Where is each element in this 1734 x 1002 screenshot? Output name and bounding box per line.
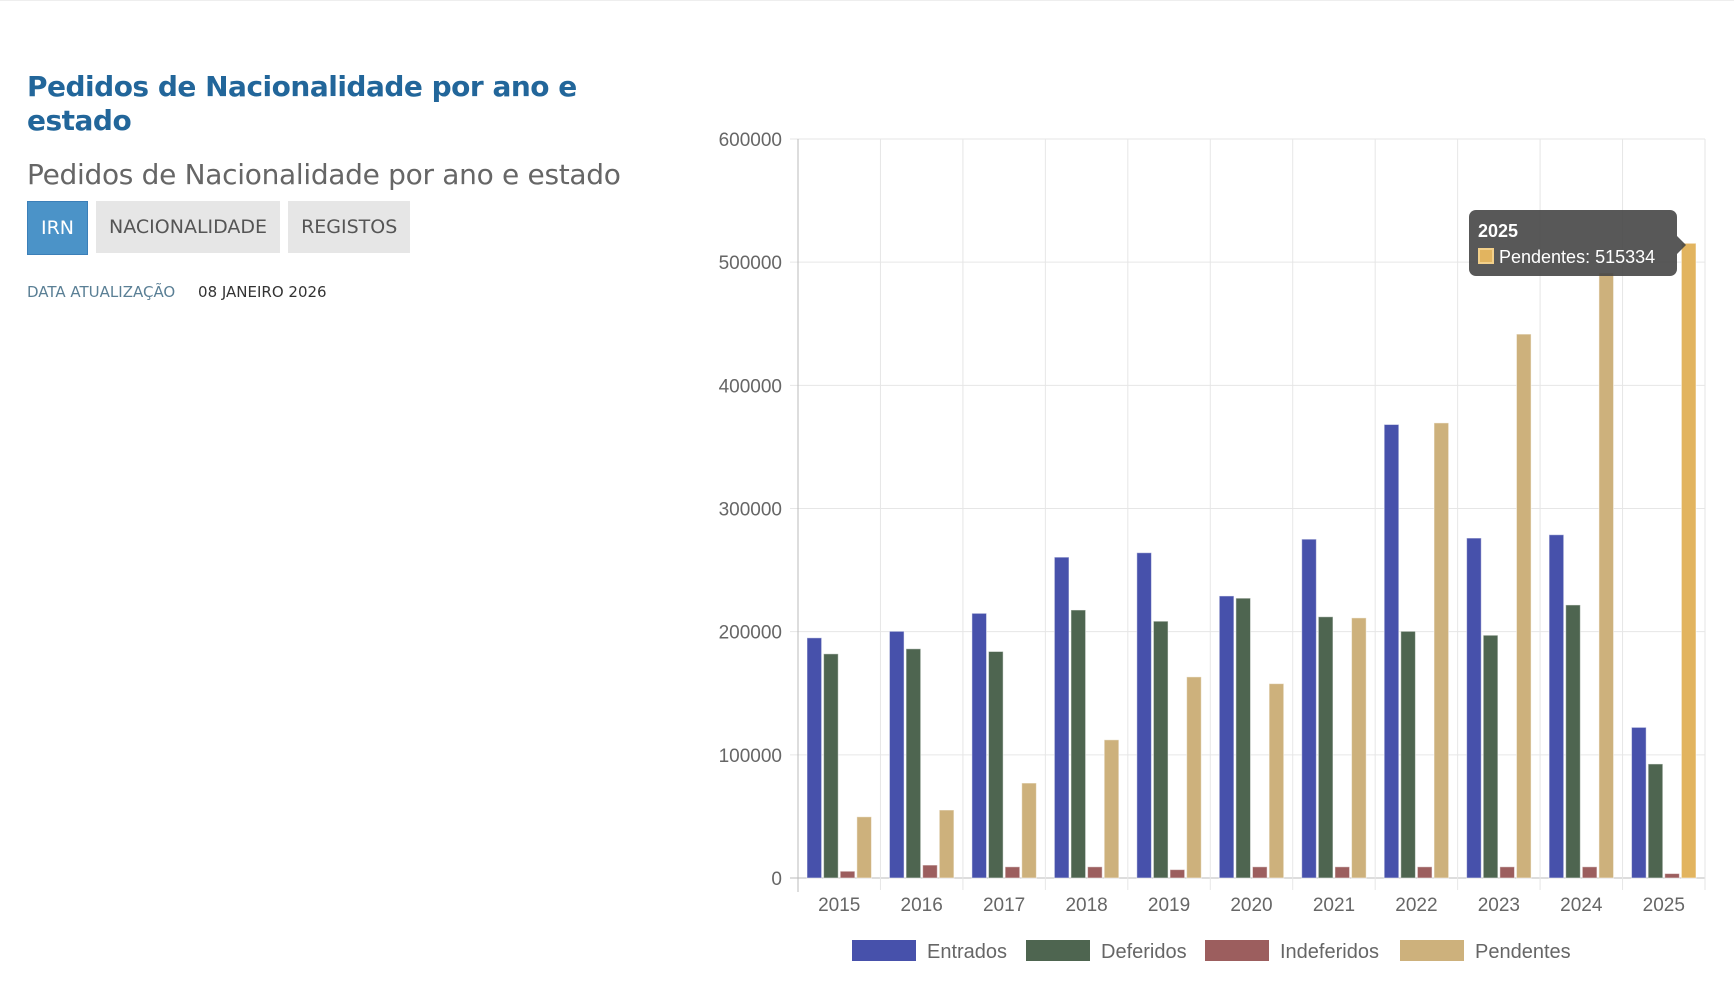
bar-pendentes-2019 — [1186, 676, 1202, 879]
legend-swatch-pendentes — [1400, 940, 1464, 961]
legend-label-indeferidos: Indeferidos — [1280, 941, 1379, 963]
update-date: 08 JANEIRO 2026 — [198, 283, 327, 301]
update-label: DATA ATUALIZAÇÃO — [27, 283, 176, 301]
bar-indeferidos-2023 — [1499, 866, 1515, 879]
legend-swatch-deferidos — [1026, 940, 1090, 961]
bar-pendentes-2025 — [1680, 242, 1697, 879]
bar-entrados-2015 — [806, 637, 823, 879]
bar-entrados-2021 — [1301, 538, 1317, 879]
bar-indeferidos-2017 — [1004, 866, 1021, 879]
bar-entrados-2020 — [1218, 595, 1235, 879]
source-tabs: IRN NACIONALIDADE REGISTOS — [27, 201, 411, 255]
bar-deferidos-2019 — [1152, 620, 1169, 879]
bar-deferidos-2015 — [823, 653, 839, 879]
legend-label-deferidos: Deferidos — [1101, 941, 1187, 963]
bar-deferidos-2018 — [1070, 609, 1087, 879]
bar-pendentes-2015 — [856, 816, 872, 879]
bar-pendentes-2022 — [1433, 422, 1450, 879]
legend-swatch-indeferidos — [1205, 940, 1269, 961]
bar-deferidos-2017 — [988, 650, 1004, 879]
bar-entrados-2025 — [1631, 726, 1647, 879]
bar-indeferidos-2019 — [1169, 869, 1186, 879]
bar-pendentes-2016 — [938, 809, 955, 879]
bar-deferidos-2022 — [1400, 630, 1416, 879]
bar-pendentes-2018 — [1103, 739, 1120, 879]
bar-deferidos-2016 — [905, 648, 922, 879]
bar-entrados-2019 — [1136, 552, 1152, 879]
x-tick-label: 2025 — [1643, 895, 1685, 916]
page-title: Pedidos de Nacionalidade por ano e estad… — [27, 70, 577, 137]
bar-entrados-2017 — [971, 612, 988, 879]
tab-nacionalidade[interactable]: NACIONALIDADE — [96, 201, 281, 253]
y-tick-label: 600000 — [719, 130, 782, 151]
x-tick-label: 2023 — [1478, 895, 1520, 916]
chart-tooltip: 2025 Pendentes: 515334 — [1469, 210, 1686, 276]
x-tick-label: 2024 — [1560, 895, 1603, 916]
x-tick-label: 2019 — [1148, 895, 1190, 916]
x-tick-label: 2022 — [1395, 895, 1437, 916]
bar-indeferidos-2021 — [1334, 866, 1351, 879]
tooltip-swatch — [1478, 248, 1494, 264]
y-tick-label: 100000 — [719, 746, 782, 767]
bar-indeferidos-2018 — [1087, 866, 1103, 879]
bar-deferidos-2021 — [1317, 616, 1334, 879]
bar-entrados-2024 — [1548, 534, 1565, 879]
top-divider — [0, 0, 1734, 1]
legend-label-entrados: Entrados — [927, 941, 1007, 963]
bar-indeferidos-2025 — [1664, 873, 1680, 879]
y-tick-label: 500000 — [719, 253, 782, 274]
bar-deferidos-2025 — [1647, 763, 1664, 879]
bar-entrados-2022 — [1383, 424, 1400, 879]
legend-label-pendentes: Pendentes — [1475, 941, 1571, 963]
x-tick-label: 2017 — [983, 895, 1025, 916]
bar-pendentes-2023 — [1515, 333, 1532, 879]
bar-indeferidos-2022 — [1416, 866, 1433, 879]
tooltip-title: 2025 — [1478, 221, 1519, 241]
tab-irn[interactable]: IRN — [27, 201, 89, 255]
x-tick-label: 2018 — [1065, 895, 1107, 916]
bar-indeferidos-2020 — [1252, 866, 1268, 879]
y-tick-label: 400000 — [719, 376, 782, 397]
bar-entrados-2023 — [1466, 537, 1482, 879]
bar-pendentes-2021 — [1351, 617, 1367, 879]
bar-indeferidos-2016 — [922, 864, 938, 879]
y-tick-label: 200000 — [719, 623, 782, 644]
bar-pendentes-2024 — [1598, 272, 1615, 879]
bar-deferidos-2024 — [1565, 604, 1581, 879]
x-tick-label: 2020 — [1230, 895, 1272, 916]
bar-entrados-2016 — [888, 630, 905, 879]
x-tick-label: 2021 — [1313, 895, 1355, 916]
chart-subtitle: Pedidos de Nacionalidade por ano e estad… — [27, 158, 621, 191]
tab-registos[interactable]: REGISTOS — [288, 201, 411, 253]
y-tick-label: 300000 — [719, 500, 782, 521]
y-tick-label: 0 — [771, 869, 782, 890]
bar-indeferidos-2015 — [839, 870, 856, 879]
tooltip-label: Pendentes: 515334 — [1499, 247, 1656, 267]
x-tick-label: 2015 — [818, 895, 860, 916]
bar-pendentes-2017 — [1021, 782, 1037, 879]
legend-swatch-entrados — [852, 940, 916, 961]
bar-entrados-2018 — [1053, 556, 1070, 879]
bar-pendentes-2020 — [1268, 683, 1285, 879]
bar-deferidos-2020 — [1235, 597, 1251, 879]
update-info: DATA ATUALIZAÇÃO 08 JANEIRO 2026 — [27, 283, 327, 301]
bar-deferidos-2023 — [1482, 634, 1499, 879]
x-tick-label: 2016 — [901, 895, 943, 916]
bar-indeferidos-2024 — [1581, 866, 1598, 879]
